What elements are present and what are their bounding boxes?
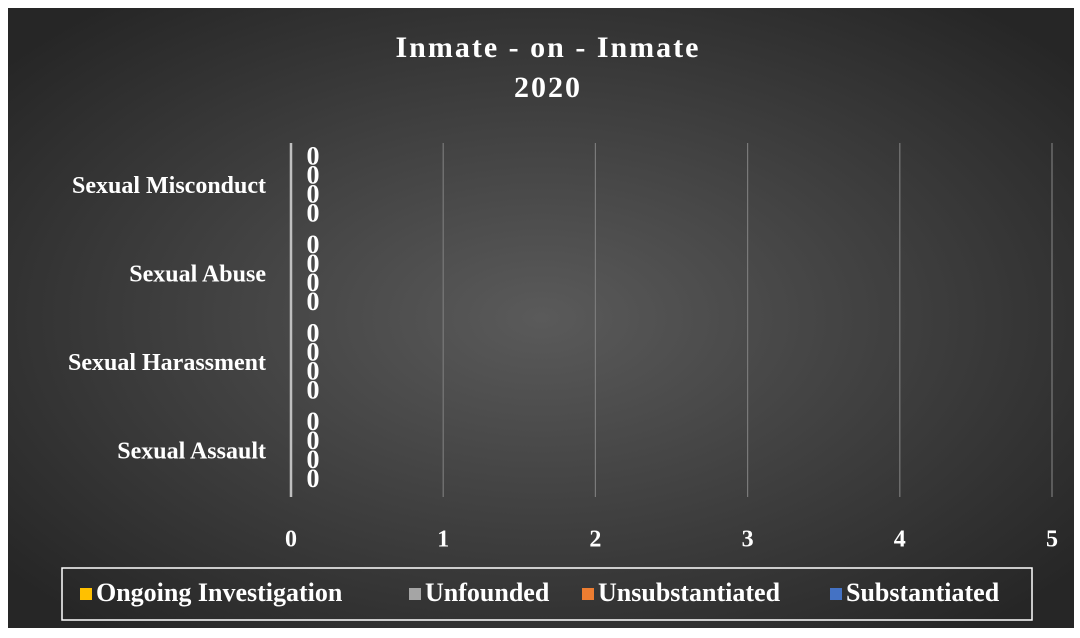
data-label: 0	[307, 464, 320, 493]
legend-swatch	[80, 588, 92, 600]
legend-box	[61, 567, 1033, 621]
x-tick-label: 5	[1046, 527, 1058, 553]
data-label: 0	[307, 338, 320, 367]
x-tick-label: 2	[589, 527, 601, 553]
data-label: 0	[307, 445, 320, 474]
y-tick-label: Sexual Harassment	[68, 350, 266, 376]
data-label: 0	[307, 161, 320, 190]
data-label: 0	[307, 357, 320, 386]
legend-label: Substantiated	[846, 578, 1000, 607]
x-tick-label: 1	[437, 527, 449, 553]
x-tick-label: 4	[894, 527, 906, 553]
data-label: 0	[307, 142, 320, 171]
legend-label: Unsubstantiated	[598, 578, 781, 607]
legend-swatch	[409, 588, 421, 600]
y-tick-label: Sexual Abuse	[129, 261, 266, 287]
data-label: 0	[307, 249, 320, 278]
legend-swatch	[830, 588, 842, 600]
data-label: 0	[307, 287, 320, 316]
y-tick-label: Sexual Misconduct	[72, 173, 266, 199]
data-label: 0	[307, 199, 320, 228]
y-tick-label: Sexual Assault	[117, 438, 266, 464]
chart-subtitle: 2020	[514, 71, 582, 104]
legend-label: Ongoing Investigation	[96, 578, 343, 607]
data-label: 0	[307, 319, 320, 348]
data-label: 0	[307, 407, 320, 436]
data-label: 0	[307, 180, 320, 209]
data-label: 0	[307, 426, 320, 455]
chart-area	[8, 8, 1074, 628]
chart-title: Inmate - on - Inmate	[396, 31, 701, 64]
legend-label: Unfounded	[425, 578, 550, 607]
x-tick-label: 0	[285, 527, 297, 553]
legend-swatch	[582, 588, 594, 600]
data-label: 0	[307, 230, 320, 259]
data-label: 0	[307, 268, 320, 297]
x-tick-label: 3	[742, 527, 754, 553]
data-label: 0	[307, 376, 320, 405]
